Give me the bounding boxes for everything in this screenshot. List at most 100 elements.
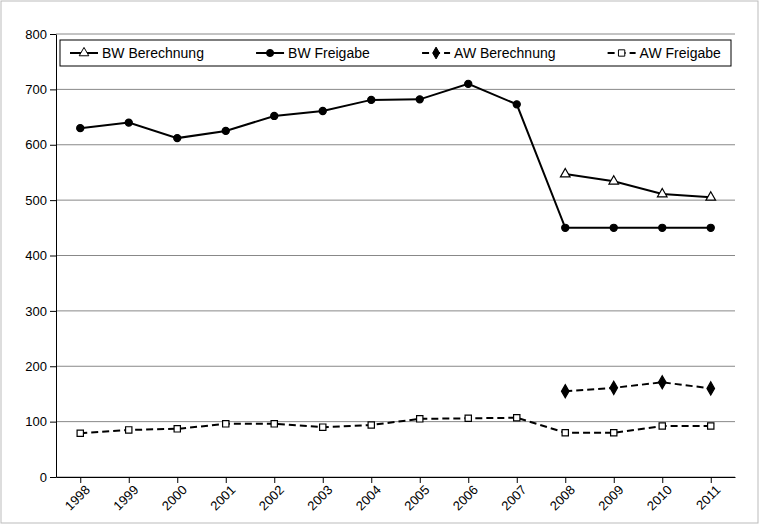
series-markers bbox=[77, 80, 715, 231]
x-axis-line bbox=[57, 477, 736, 478]
x-tick-label: 1999 bbox=[110, 482, 141, 513]
marker bbox=[609, 176, 619, 184]
grid-line bbox=[56, 34, 735, 35]
grid bbox=[56, 34, 735, 477]
marker bbox=[610, 381, 618, 394]
marker bbox=[707, 224, 714, 231]
marker bbox=[222, 127, 229, 134]
x-tick-group: 2010 bbox=[644, 477, 675, 513]
y-tick-group: 700 bbox=[25, 82, 56, 97]
marker bbox=[319, 107, 326, 114]
legend-label: BW Berechnung bbox=[102, 45, 204, 61]
grid-line bbox=[56, 144, 735, 145]
x-tick-group: 2002 bbox=[256, 477, 287, 513]
y-tick-label: 500 bbox=[25, 193, 47, 208]
y-tick-group: 600 bbox=[25, 137, 56, 152]
x-tick-group: 2007 bbox=[498, 477, 529, 513]
marker bbox=[560, 169, 570, 177]
y-tick bbox=[50, 366, 56, 367]
x-tick-group: 2005 bbox=[401, 477, 432, 513]
marker bbox=[174, 426, 180, 432]
y-tick-label: 600 bbox=[25, 137, 47, 152]
y-tick bbox=[50, 256, 56, 257]
marker bbox=[368, 422, 374, 428]
marker bbox=[368, 96, 375, 103]
y-tick bbox=[50, 477, 56, 478]
marker bbox=[562, 224, 569, 231]
y-tick-label: 0 bbox=[40, 470, 47, 485]
x-tick-label: 2005 bbox=[401, 482, 432, 513]
x-tick-label: 2002 bbox=[256, 482, 287, 513]
x-tick-label: 2008 bbox=[547, 482, 578, 513]
series-line bbox=[565, 174, 711, 197]
legend-marker bbox=[618, 50, 624, 56]
y-axis-line bbox=[56, 35, 57, 478]
y-tick bbox=[50, 311, 56, 312]
y-tick-label: 300 bbox=[25, 304, 47, 319]
marker bbox=[465, 80, 472, 87]
marker bbox=[126, 427, 132, 433]
y-tick-label: 100 bbox=[25, 414, 47, 429]
grid-line bbox=[56, 421, 735, 422]
x-tick-label: 2006 bbox=[450, 482, 481, 513]
marker bbox=[658, 376, 666, 389]
y-tick-group: 500 bbox=[25, 193, 56, 208]
marker bbox=[271, 112, 278, 119]
y-tick-group: 100 bbox=[25, 414, 56, 429]
x-tick-label: 2007 bbox=[498, 482, 529, 513]
chart-frame bbox=[1, 1, 758, 523]
x-tick-label: 1998 bbox=[62, 482, 93, 513]
x-tick-group: 2000 bbox=[159, 477, 190, 513]
plot-area bbox=[77, 80, 716, 436]
marker bbox=[125, 119, 132, 126]
marker bbox=[562, 430, 568, 436]
series-markers bbox=[561, 376, 714, 398]
legend-label: AW Freigabe bbox=[640, 45, 721, 61]
y-tick-group: 800 bbox=[25, 27, 56, 42]
marker bbox=[417, 416, 423, 422]
marker bbox=[514, 415, 520, 421]
legend-label: AW Berechnung bbox=[454, 45, 555, 61]
legend-item: AW Berechnung bbox=[422, 45, 555, 61]
marker bbox=[706, 192, 716, 200]
marker bbox=[77, 125, 84, 132]
x-tick-group: 2008 bbox=[547, 477, 578, 513]
x-tick-group: 2006 bbox=[450, 477, 481, 513]
x-tick-group: 2001 bbox=[207, 477, 238, 513]
x-tick-label: 2000 bbox=[159, 482, 190, 513]
x-tick-group: 2009 bbox=[595, 477, 626, 513]
marker bbox=[271, 421, 277, 427]
marker bbox=[707, 382, 715, 395]
legend: BW BerechnungBW FreigabeAW BerechnungAW … bbox=[60, 40, 731, 66]
x-tick-label: 2010 bbox=[644, 482, 675, 513]
legend-marker bbox=[266, 49, 273, 56]
legend-marker bbox=[79, 47, 89, 55]
y-tick-group: 0 bbox=[40, 470, 56, 485]
marker bbox=[320, 424, 326, 430]
y-tick-label: 400 bbox=[25, 248, 47, 263]
series-line bbox=[565, 382, 711, 391]
y-tick-group: 400 bbox=[25, 248, 56, 263]
y-tick bbox=[50, 34, 56, 35]
y-tick-label: 200 bbox=[25, 359, 47, 374]
marker bbox=[657, 188, 667, 196]
x-tick-label: 2009 bbox=[595, 482, 626, 513]
grid-line bbox=[56, 255, 735, 256]
marker bbox=[708, 423, 714, 429]
chart: 0 100 200 300 400 500 600 700 800 1998 1999 2000 200… bbox=[0, 0, 759, 524]
marker bbox=[610, 224, 617, 231]
marker bbox=[659, 224, 666, 231]
series-line bbox=[80, 84, 711, 228]
marker bbox=[416, 96, 423, 103]
x-tick-label: 2001 bbox=[207, 482, 238, 513]
series-markers bbox=[77, 415, 714, 437]
y-tick bbox=[50, 89, 56, 90]
legend-item: BW Berechnung bbox=[70, 45, 204, 61]
y-tick bbox=[50, 145, 56, 146]
x-tick-group: 2003 bbox=[304, 477, 335, 513]
grid-line bbox=[56, 200, 735, 201]
y-tick bbox=[50, 200, 56, 201]
marker bbox=[223, 421, 229, 427]
legend-item: AW Freigabe bbox=[608, 45, 721, 61]
grid-line bbox=[56, 366, 735, 367]
